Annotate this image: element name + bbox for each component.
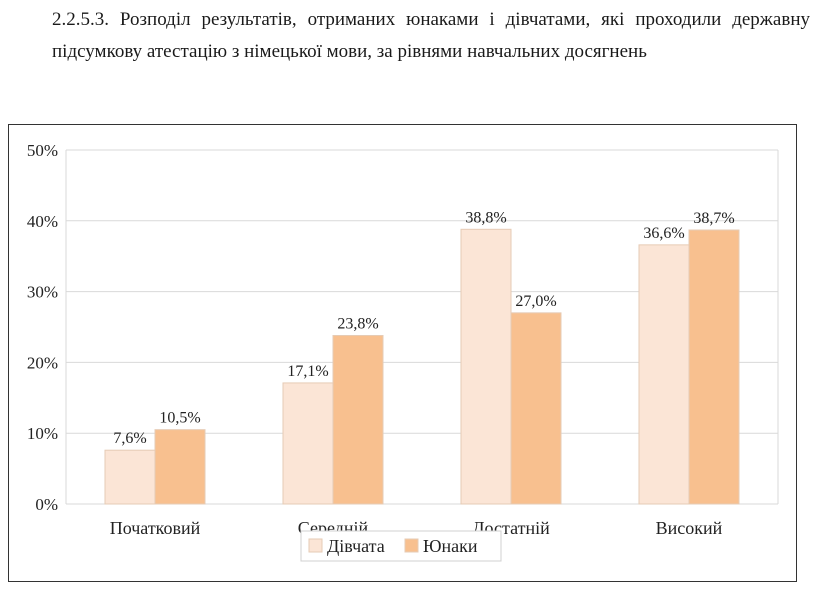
bar-data-label: 27,0% bbox=[515, 293, 556, 310]
bar-data-label: 7,6% bbox=[113, 430, 146, 447]
bar-data-label: 17,1% bbox=[287, 363, 328, 380]
bar bbox=[638, 244, 690, 505]
bar bbox=[510, 312, 562, 505]
bar-chart: 0% 10% 20% 30% 40% 50% 7,6% 10,5% Початковий 17,1… bbox=[27, 141, 779, 562]
caption-text: 2.2.5.3. Розподіл результатів, отриманих… bbox=[52, 9, 810, 62]
bar-data-label: 10,5% bbox=[159, 410, 200, 427]
x-tick-label: Початковий bbox=[110, 518, 201, 538]
bar bbox=[104, 449, 156, 505]
y-tick-label: 50% bbox=[27, 141, 58, 160]
bar-data-label: 38,7% bbox=[693, 210, 734, 227]
bar bbox=[688, 229, 740, 505]
bar-data-label: 38,8% bbox=[465, 209, 506, 226]
y-tick-label: 20% bbox=[27, 353, 58, 372]
bar bbox=[282, 382, 334, 505]
legend-label: Дівчата bbox=[327, 536, 385, 556]
legend-label: Юнаки bbox=[423, 536, 478, 556]
bar bbox=[154, 429, 206, 505]
figure-caption: 2.2.5.3. Розподіл результатів, отриманих… bbox=[52, 4, 810, 68]
y-tick-label: 40% bbox=[27, 212, 58, 231]
bar-data-label: 23,8% bbox=[337, 315, 378, 332]
y-tick-label: 30% bbox=[27, 283, 58, 302]
legend-swatch bbox=[404, 538, 419, 553]
y-tick-label: 0% bbox=[35, 495, 58, 514]
bar-data-label: 36,6% bbox=[643, 225, 684, 242]
bar bbox=[460, 228, 512, 505]
x-tick-label: Високий bbox=[656, 518, 723, 538]
y-tick-label: 10% bbox=[27, 424, 58, 443]
legend-swatch bbox=[308, 538, 323, 553]
bar bbox=[332, 334, 384, 505]
chart-frame: 0% 10% 20% 30% 40% 50% 7,6% 10,5% Початковий 17,1… bbox=[8, 124, 797, 582]
legend-box bbox=[300, 530, 502, 562]
